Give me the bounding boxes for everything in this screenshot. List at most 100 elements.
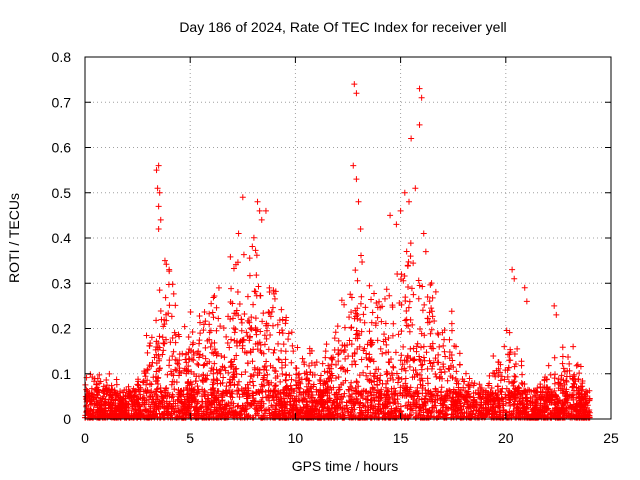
data-point (508, 393, 515, 400)
data-point (402, 317, 409, 324)
data-point (369, 397, 376, 404)
data-point (253, 252, 260, 259)
data-point (351, 315, 358, 322)
data-point (419, 414, 426, 421)
data-point (348, 379, 355, 386)
data-point (394, 392, 401, 399)
data-point (129, 398, 136, 405)
data-point (346, 314, 353, 321)
data-point (246, 334, 253, 341)
data-point (399, 361, 406, 368)
data-point (91, 401, 98, 408)
data-point (264, 377, 271, 384)
data-point (151, 401, 158, 408)
data-point (125, 391, 132, 398)
data-point (282, 362, 289, 369)
data-point (392, 407, 399, 414)
data-point (441, 368, 448, 375)
data-point (153, 386, 160, 393)
data-point (323, 387, 330, 394)
data-point (248, 314, 255, 321)
data-point (234, 338, 241, 345)
x-tick-label: 10 (288, 430, 304, 446)
data-point (573, 362, 580, 369)
data-point (448, 308, 455, 315)
data-point (166, 357, 173, 364)
data-point (214, 410, 221, 417)
data-point (249, 378, 256, 385)
data-point (565, 354, 572, 361)
data-point (573, 412, 580, 419)
data-point (118, 397, 125, 404)
data-point (254, 372, 261, 379)
data-point (252, 247, 259, 254)
data-point (227, 364, 234, 371)
data-point (372, 320, 379, 327)
data-point (558, 372, 565, 379)
data-point (216, 404, 223, 411)
data-point (259, 414, 266, 421)
data-point (117, 398, 124, 405)
data-point (188, 394, 195, 401)
data-point (207, 367, 214, 374)
data-point (156, 365, 163, 372)
data-point (195, 348, 202, 355)
data-point (456, 393, 463, 400)
y-tick-label: 0.7 (52, 94, 72, 110)
data-point (299, 398, 306, 405)
data-point (376, 397, 383, 404)
data-point (251, 366, 258, 373)
data-point (147, 340, 154, 347)
data-point (86, 398, 93, 405)
data-point (188, 414, 195, 421)
data-point (264, 371, 271, 378)
data-point (427, 360, 434, 367)
data-point (368, 402, 375, 409)
data-point (366, 282, 373, 289)
data-point (308, 347, 315, 354)
data-point (397, 403, 404, 410)
data-point (504, 373, 511, 380)
data-point (447, 373, 454, 380)
data-point (338, 347, 345, 354)
data-point (269, 404, 276, 411)
data-point (367, 389, 374, 396)
data-point (247, 373, 254, 380)
data-point (85, 390, 92, 397)
data-point (568, 412, 575, 419)
data-point (339, 342, 346, 349)
data-point (316, 407, 323, 414)
data-point (112, 410, 119, 417)
data-point (326, 395, 333, 402)
data-point (488, 385, 495, 392)
data-point (368, 356, 375, 363)
data-point (273, 413, 280, 420)
data-point (282, 377, 289, 384)
data-point (233, 307, 240, 314)
data-point (228, 362, 235, 369)
data-point (206, 329, 213, 336)
data-point (354, 330, 361, 337)
data-point (282, 356, 289, 363)
data-point (244, 381, 251, 388)
data-point (250, 301, 257, 308)
data-point (335, 337, 342, 344)
data-point (322, 354, 329, 361)
data-point (393, 221, 400, 228)
data-point (253, 326, 260, 333)
data-point (408, 135, 415, 142)
data-point (241, 310, 248, 317)
data-point (348, 294, 355, 301)
data-point (276, 317, 283, 324)
data-point (172, 302, 179, 309)
data-point (235, 312, 242, 319)
data-point (252, 340, 259, 347)
data-point (244, 399, 251, 406)
data-point (419, 307, 426, 314)
data-point (256, 339, 263, 346)
data-point (156, 365, 163, 372)
data-point (339, 409, 346, 416)
chart-title: Day 186 of 2024, Rate Of TEC Index for r… (179, 19, 506, 35)
data-point (148, 334, 155, 341)
data-point (217, 366, 224, 373)
